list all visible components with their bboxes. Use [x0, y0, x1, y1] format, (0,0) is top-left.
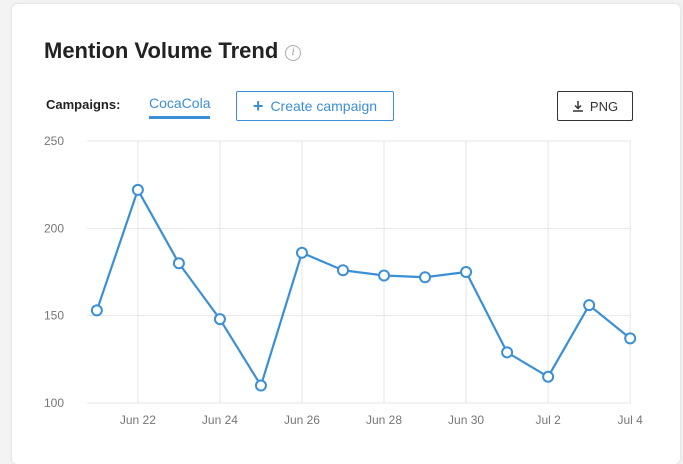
data-point [378, 269, 391, 282]
create-campaign-button[interactable]: + Create campaign [236, 91, 394, 121]
data-point [90, 304, 103, 317]
export-png-button[interactable]: PNG [557, 91, 633, 121]
data-point [542, 370, 555, 383]
y-tick-label: 250 [44, 134, 64, 148]
x-tick-label: Jun 28 [366, 413, 402, 427]
x-tick-label: Jul 4 [617, 413, 643, 427]
create-campaign-label: Create campaign [270, 98, 378, 114]
data-point [172, 257, 185, 270]
data-point [295, 246, 308, 259]
data-point [213, 313, 226, 326]
chart-title-row: Mention Volume Trend i [44, 38, 302, 64]
y-tick-label: 150 [44, 309, 64, 323]
x-tick-label: Jun 26 [284, 413, 320, 427]
download-icon [572, 101, 583, 112]
plus-icon: + [252, 96, 264, 116]
data-point [624, 332, 637, 345]
x-tick-label: Jun 24 [202, 413, 238, 427]
data-point [254, 379, 267, 392]
x-tick-label: Jul 2 [535, 413, 561, 427]
y-tick-label: 200 [44, 221, 64, 235]
png-label: PNG [589, 98, 619, 114]
data-point [501, 346, 514, 359]
series-line-cocacola [95, 188, 631, 387]
chart-title: Mention Volume Trend [44, 38, 279, 63]
info-icon[interactable]: i [285, 44, 302, 61]
data-point [419, 271, 432, 284]
x-tick-label: Jun 30 [448, 413, 484, 427]
x-tick-label: Jun 22 [120, 413, 156, 427]
y-tick-label: 100 [44, 396, 64, 410]
data-point [460, 266, 473, 278]
data-point [337, 264, 349, 277]
campaign-tab-cocacola[interactable]: CocaCola [149, 95, 211, 119]
data-point [131, 183, 144, 196]
campaigns-label: Campaigns: [46, 97, 121, 112]
data-point [583, 299, 596, 312]
